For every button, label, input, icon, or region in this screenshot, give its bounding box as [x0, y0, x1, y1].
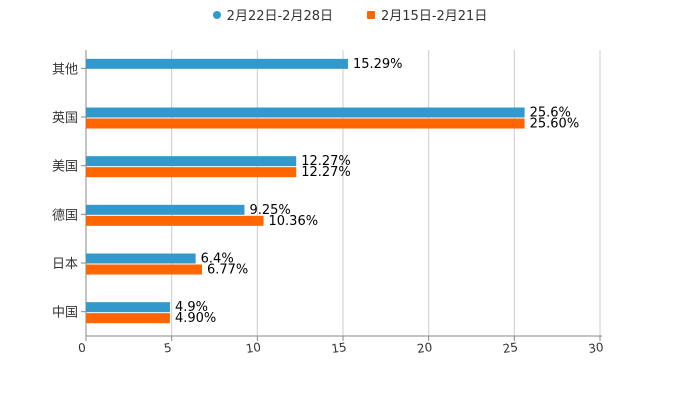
data-label-series-1: 6.4% — [201, 252, 234, 267]
data-label-series-2: 4.90% — [175, 311, 216, 326]
bar-series-2-德国 — [86, 215, 264, 226]
bar-series-2-英国 — [86, 118, 525, 129]
bar-series-2-日本 — [86, 264, 202, 275]
bar-series-1-其他 — [86, 58, 348, 69]
bar-series-1-中国 — [86, 302, 170, 313]
x-tick-label: 25 — [502, 340, 519, 356]
data-label-series-1: 25.6% — [530, 106, 571, 121]
data-label-series-1: 4.9% — [175, 300, 208, 315]
x-tick-label: 10 — [245, 340, 262, 356]
x-tick-label: 30 — [587, 340, 604, 356]
y-category-label: 中国 — [52, 306, 78, 321]
bar-series-1-德国 — [86, 204, 245, 215]
y-category-label: 英国 — [52, 111, 78, 126]
data-label-series-1: 12.27% — [301, 154, 351, 169]
legend-marker-series-2 — [367, 10, 375, 19]
data-label-series-2: 10.36% — [269, 214, 319, 229]
legend-label-series-1: 2月22日-2月28日 — [226, 9, 333, 24]
legend-marker-series-1 — [212, 10, 221, 19]
data-label-series-2: 6.77% — [207, 263, 248, 278]
y-category-label: 德国 — [52, 208, 78, 223]
x-tick-label: 20 — [416, 340, 433, 356]
bar-series-2-美国 — [86, 167, 297, 178]
legend-item-series-2[interactable]: 2月15日-2月21日 — [367, 5, 487, 24]
data-label-series-2: 12.27% — [301, 165, 351, 180]
bar-series-1-英国 — [86, 107, 525, 118]
data-label-series-1: 15.29% — [353, 57, 403, 72]
bar-series-2-中国 — [86, 313, 170, 324]
bar-series-1-日本 — [86, 253, 196, 264]
x-tick-label: 5 — [163, 341, 173, 356]
data-label-series-1: 9.25% — [249, 203, 290, 218]
y-category-label: 美国 — [52, 160, 78, 175]
legend-label-series-2: 2月15日-2月21日 — [381, 9, 488, 24]
data-label-series-2: 25.60% — [530, 117, 580, 132]
y-category-label: 日本 — [52, 257, 78, 272]
chart-legend: 2月22日-2月28日 2月15日-2月21日 — [0, 5, 700, 24]
bar-series-1-美国 — [86, 156, 297, 167]
x-tick-label: 0 — [77, 341, 87, 356]
y-category-label: 其他 — [52, 62, 78, 77]
x-tick-label: 15 — [330, 340, 347, 356]
legend-item-series-1[interactable]: 2月22日-2月28日 — [212, 5, 333, 24]
